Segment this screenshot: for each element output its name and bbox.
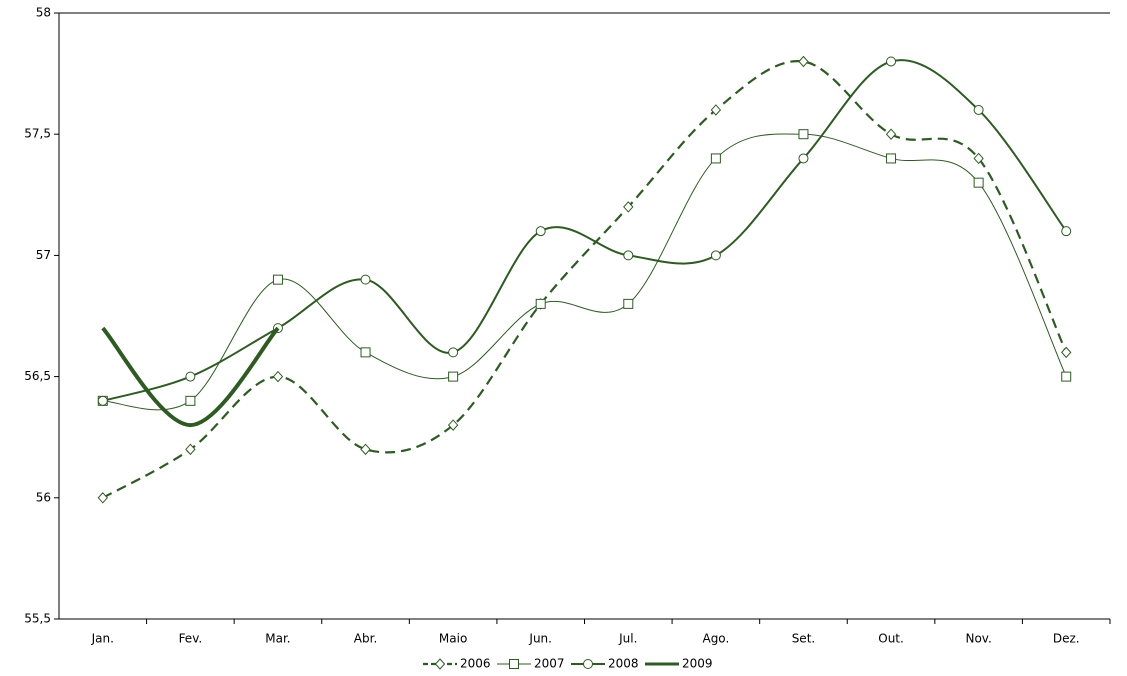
y-tick-label: 57,5 bbox=[24, 127, 51, 141]
marker bbox=[535, 226, 546, 237]
x-tick-label: Ago. bbox=[702, 632, 729, 646]
y-tick-label: 56,5 bbox=[24, 369, 51, 383]
x-tick-label: Out. bbox=[878, 632, 904, 646]
marker bbox=[509, 659, 519, 669]
marker bbox=[973, 104, 984, 115]
marker bbox=[1061, 346, 1072, 359]
marker bbox=[360, 274, 371, 285]
marker bbox=[623, 201, 634, 213]
series-line bbox=[102, 59, 1068, 402]
y-tick-label: 56 bbox=[36, 490, 51, 504]
legend-label: 2007 bbox=[534, 657, 565, 671]
x-tick-label: Fev. bbox=[179, 632, 203, 646]
marker bbox=[798, 129, 809, 140]
y-tick-label: 57 bbox=[36, 248, 51, 262]
marker bbox=[448, 347, 459, 358]
marker bbox=[535, 298, 546, 309]
legend-label: 2009 bbox=[682, 657, 713, 671]
x-tick-label: Set. bbox=[792, 632, 816, 646]
marker bbox=[623, 250, 634, 261]
marker bbox=[886, 56, 897, 67]
marker bbox=[97, 395, 108, 406]
x-tick-label: Jul. bbox=[618, 632, 637, 646]
x-tick-label: Abr. bbox=[354, 632, 377, 646]
marker bbox=[798, 153, 809, 164]
marker bbox=[973, 152, 984, 165]
marker bbox=[360, 347, 371, 358]
marker bbox=[185, 443, 196, 456]
marker bbox=[1061, 371, 1072, 382]
x-tick-label: Maio bbox=[439, 632, 467, 646]
x-tick-label: Dez. bbox=[1053, 632, 1080, 646]
series-line bbox=[102, 60, 1068, 499]
x-tick-label: Jun. bbox=[528, 632, 552, 646]
marker bbox=[434, 658, 446, 670]
legend-label: 2006 bbox=[460, 657, 491, 671]
marker bbox=[448, 371, 459, 382]
marker bbox=[798, 55, 809, 68]
marker bbox=[272, 274, 283, 285]
marker bbox=[272, 370, 284, 383]
y-tick-label: 55,5 bbox=[24, 612, 51, 626]
marker bbox=[185, 395, 196, 406]
x-tick-label: Jan. bbox=[91, 632, 114, 646]
marker bbox=[623, 298, 634, 309]
marker bbox=[360, 443, 371, 456]
marker bbox=[447, 419, 459, 431]
marker bbox=[710, 250, 721, 261]
marker bbox=[885, 128, 897, 140]
marker bbox=[973, 177, 984, 188]
marker bbox=[185, 371, 196, 382]
series-line bbox=[101, 326, 280, 428]
marker bbox=[583, 659, 593, 669]
series-line bbox=[102, 133, 1067, 411]
marker bbox=[97, 492, 108, 504]
marker bbox=[710, 104, 722, 116]
marker bbox=[1061, 226, 1072, 237]
x-tick-label: Nov. bbox=[965, 632, 991, 646]
x-tick-label: Mar. bbox=[265, 632, 290, 646]
marker bbox=[886, 153, 897, 164]
marker bbox=[710, 153, 721, 164]
legend-label: 2008 bbox=[608, 657, 639, 671]
y-tick-label: 58 bbox=[36, 6, 51, 20]
